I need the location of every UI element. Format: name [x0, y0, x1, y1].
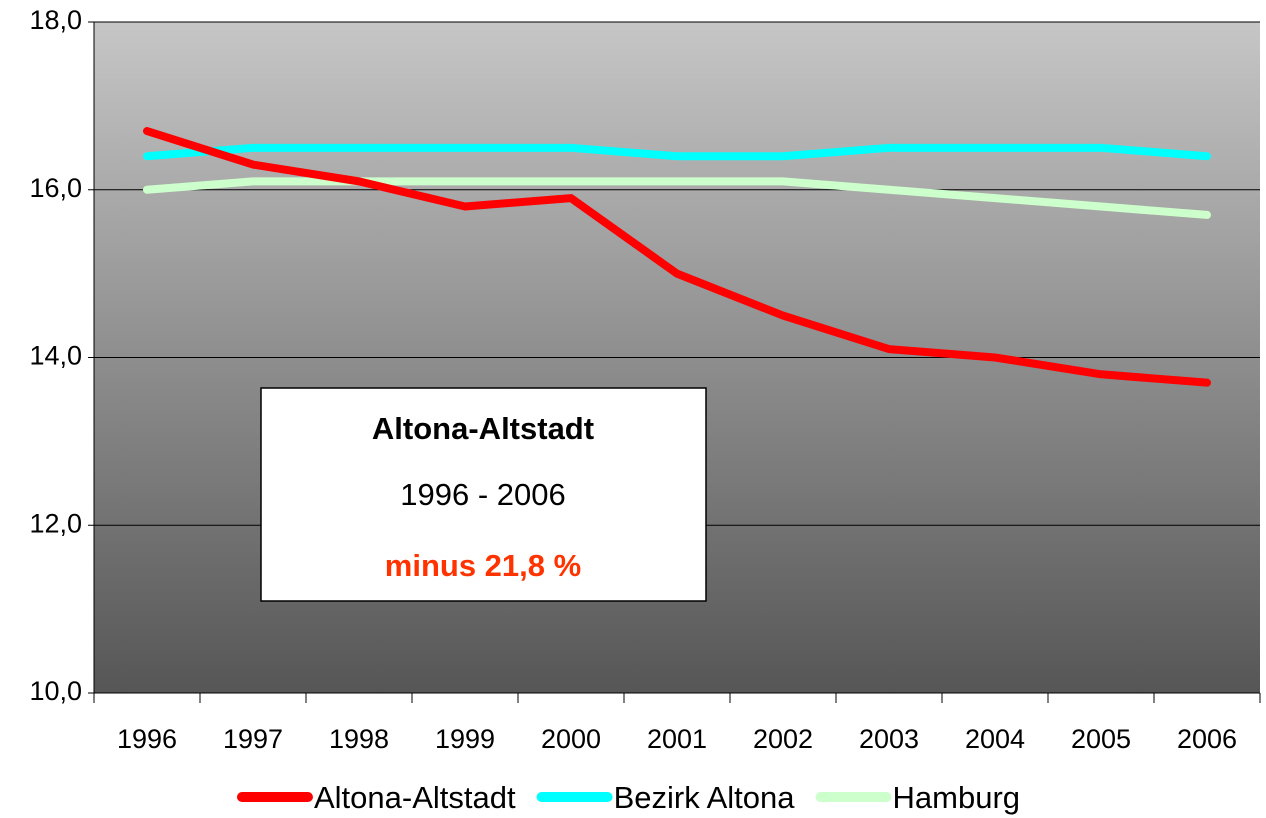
legend: Altona-Altstadt Bezirk Altona Hamburg: [236, 780, 1021, 815]
annotation-change: minus 21,8 %: [385, 548, 581, 583]
annotation-title: Altona-Altstadt: [372, 411, 594, 446]
annotation-box: [260, 387, 707, 602]
y-tick-label: 12,0: [29, 508, 82, 538]
y-tick-label: 18,0: [29, 5, 82, 35]
y-tick-label: 16,0: [29, 173, 82, 203]
y-tick-label: 10,0: [29, 676, 82, 706]
series-line: [143, 127, 1211, 387]
x-tick-label: 2001: [647, 724, 707, 754]
x-tick-label: 1996: [117, 724, 177, 754]
x-tick-label: 1999: [435, 724, 495, 754]
y-tick-label: 14,0: [29, 341, 82, 371]
series-line: [143, 177, 1211, 219]
series-line: [143, 143, 1211, 161]
x-tick-label: 2006: [1177, 724, 1237, 754]
legend-label: Altona-Altstadt: [314, 780, 516, 815]
x-tick-label: 2003: [859, 724, 919, 754]
x-tick-label: 2000: [541, 724, 601, 754]
x-tick-label: 2002: [753, 724, 813, 754]
legend-label: Bezirk Altona: [614, 780, 796, 815]
x-tick-label: 1997: [223, 724, 283, 754]
x-tick-label: 2005: [1071, 724, 1131, 754]
legend-label: Hamburg: [893, 780, 1021, 815]
annotation-period: 1996 - 2006: [400, 477, 565, 512]
x-tick-label: 2004: [965, 724, 1025, 754]
x-tick-label: 1998: [329, 724, 389, 754]
